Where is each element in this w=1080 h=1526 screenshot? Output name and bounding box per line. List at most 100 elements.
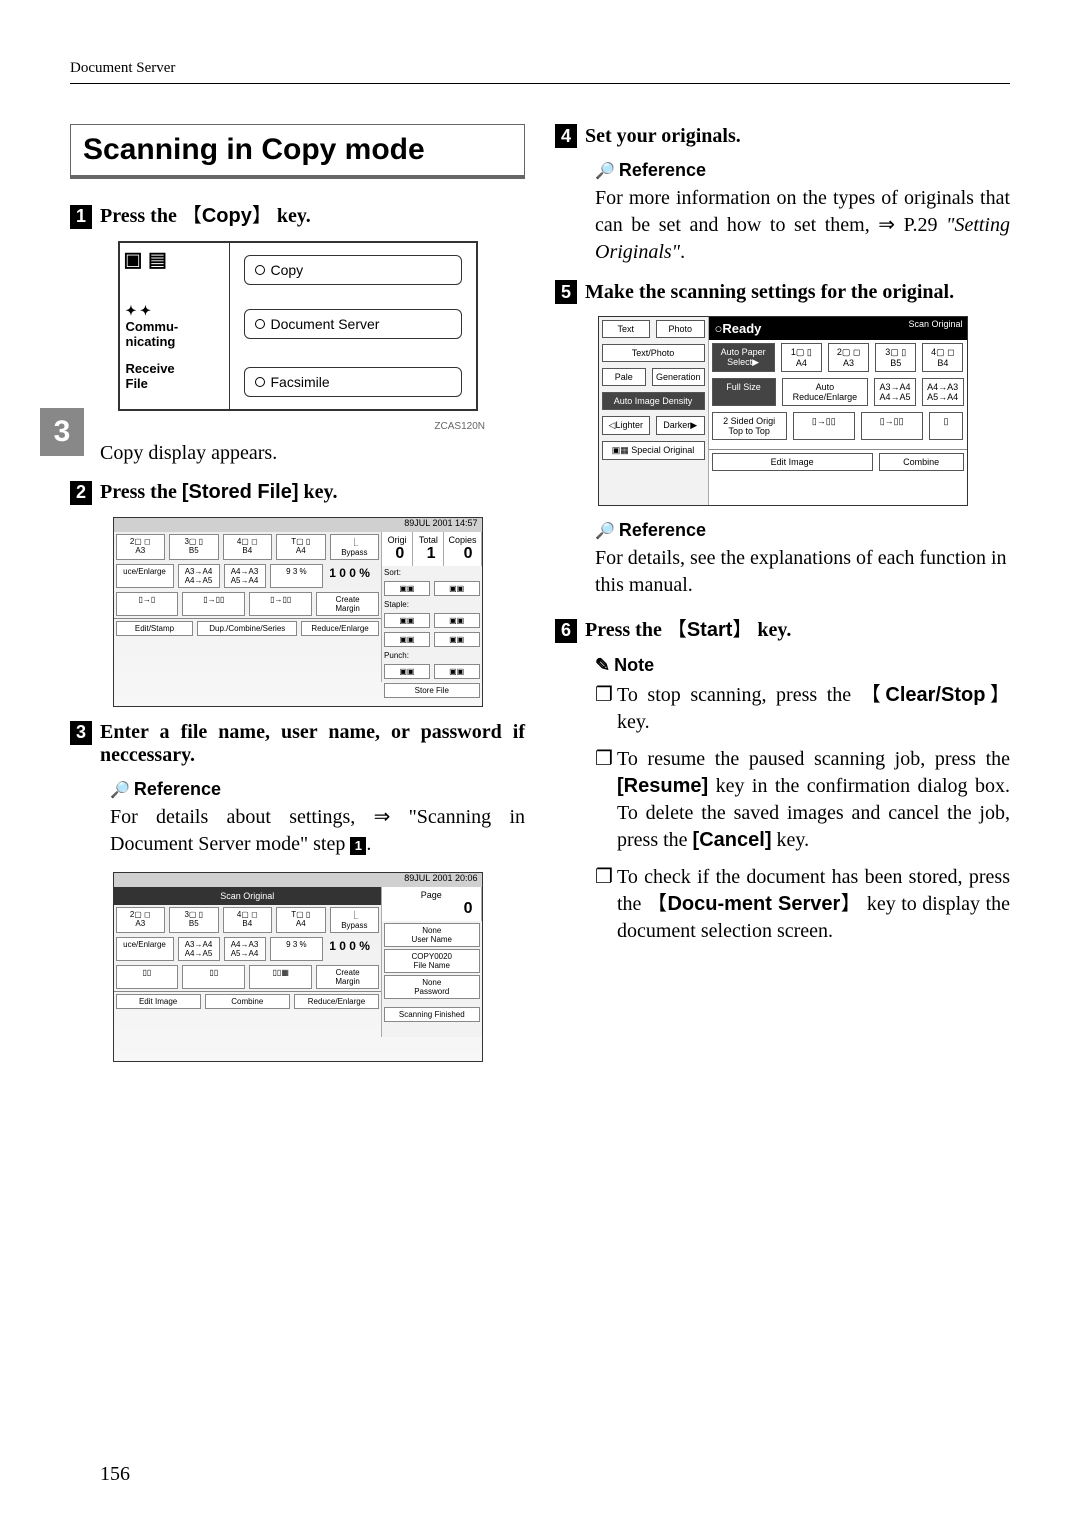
reference-4-head: Reference (595, 160, 1010, 181)
copy-mode-label: Copy (271, 262, 304, 278)
start-key-label: Start (667, 619, 753, 641)
s2-uce: uce/Enlarge (116, 937, 174, 961)
note-item-1: To stop scanning, press the Clear/Stop k… (595, 682, 1010, 736)
step-1-badge: 1 (70, 205, 92, 229)
clear-stop-key-label: Clear/Stop (861, 684, 1010, 706)
s5-darker: Darker (663, 420, 690, 430)
content-columns: Scanning in Copy mode 1 Press the Copy k… (70, 124, 1010, 1076)
note-list: To stop scanning, press the Clear/Stop k… (595, 682, 1010, 945)
step-1: 1 Press the Copy key. (70, 199, 525, 229)
right-column: 4 Set your originals. Reference For more… (555, 124, 1010, 1076)
running-header: Document Server (70, 60, 1010, 77)
s2-scanorig: Scan Original (114, 887, 382, 905)
reference-5-body: For details, see the explanations of eac… (595, 545, 1010, 599)
stored-file-key-label: Stored File (182, 481, 299, 503)
scan-settings-screen: Text Photo Text/Photo Pale Generation Au… (598, 316, 968, 506)
s2-filename: File Name (414, 961, 450, 970)
facsimile-mode-label: Facsimile (271, 374, 330, 390)
s1-dup: Dup./Combine/Series (197, 621, 297, 636)
step-3-text: Enter a file name, user name, or passwor… (100, 721, 525, 767)
s1-reduce: Reduce/Enlarge (301, 621, 379, 636)
step-2-badge: 2 (70, 481, 92, 505)
s5-pale: Pale (602, 368, 646, 386)
docserver-mode-button[interactable]: Document Server (244, 309, 462, 339)
reference-3-body: For details about settings, ⇒ "Scanning … (110, 804, 525, 858)
section-index-tab: 3 (40, 408, 84, 456)
step-6-suffix: key. (752, 619, 791, 641)
copy-mode-button[interactable]: Copy (244, 255, 462, 285)
s1-a3: A3 (135, 546, 145, 555)
operation-panel-figure: ▣ ▤ Copy ✦ ✦Commu- nicating Document Ser… (118, 241, 478, 411)
s2-page: Page (421, 890, 442, 900)
panel-fax-cell: Facsimile (230, 355, 476, 409)
s5-a4a: A4 (796, 358, 807, 368)
docserver-mode-label: Document Server (271, 316, 380, 332)
s1-uce: uce/Enlarge (116, 564, 174, 588)
cancel-key-label: Cancel (693, 829, 772, 851)
figure-caption: ZCAS120N (70, 421, 485, 432)
s2-username: User Name (412, 935, 452, 944)
s1-total: Total (419, 535, 438, 545)
s5-text: Text (602, 320, 651, 338)
s5-lighter: Lighter (615, 420, 643, 430)
reference-5: Reference For details, see the explanati… (595, 520, 1010, 599)
step-4: 4 Set your originals. (555, 124, 1010, 148)
copy-screen-figure-1: 89JUL 2001 14:57 2▢ ◻A3 3▢ ▯B5 4▢ ◻B4 T▢… (113, 517, 483, 707)
copy-display-text: Copy display appears. (100, 442, 525, 465)
note-item-2: To resume the paused scanning job, press… (595, 746, 1010, 854)
screen1-timebar: 89JUL 2001 14:57 (114, 518, 482, 532)
step-3: 3 Enter a file name, user name, or passw… (70, 721, 525, 768)
s2-b5: B5 (189, 919, 199, 928)
document-server-key-label: Docu-ment Server (647, 893, 861, 915)
s5-autopaper: Auto Paper Select▶ (712, 343, 775, 372)
s2-a4a3: A4→A3 A5→A4 (224, 937, 266, 961)
section-title: Scanning in Copy mode (70, 124, 525, 179)
step-6: 6 Press the Start key. (555, 613, 1010, 643)
step-3-badge: 3 (70, 721, 92, 745)
s2-edit: Edit Image (116, 994, 201, 1009)
screen2-timebar: 89JUL 2001 20:06 (114, 873, 482, 887)
s1-a4: A4 (296, 546, 306, 555)
s1-a3a4: A3→A4 A4→A5 (178, 564, 220, 588)
step-2: 2 Press the Stored File key. (70, 481, 525, 505)
s1-pct: 9 3 % (270, 564, 324, 588)
s5-autoimg: Auto Image Density (602, 392, 705, 410)
s2-none2: None (422, 978, 441, 987)
s5-a3a4: A3→A4 A4→A5 (874, 378, 916, 406)
s1-b5: B5 (189, 546, 199, 555)
note-item-3: To check if the document has been stored… (595, 864, 1010, 945)
step-2-text: Press the Stored File key. (100, 481, 337, 504)
s1-punch: Punch: (382, 649, 481, 662)
s2-reduce: Reduce/Enlarge (294, 994, 379, 1009)
step-1-text: Press the Copy key. (100, 199, 311, 228)
step-1-suffix: key. (272, 205, 311, 227)
communicating-indicator: ✦ ✦Commu- nicating (120, 297, 230, 355)
s1-store: Store File (384, 683, 479, 698)
s5-textphoto: Text/Photo (602, 344, 705, 362)
s5-b5: B5 (890, 358, 901, 368)
left-column: Scanning in Copy mode 1 Press the Copy k… (70, 124, 525, 1076)
s1-a4a3: A4→A3 A5→A4 (224, 564, 266, 588)
reference-4-body: For more information on the types of ori… (595, 185, 1010, 266)
s1-create: Create Margin (316, 592, 379, 616)
facsimile-mode-button[interactable]: Facsimile (244, 367, 462, 397)
panel-copy-cell: Copy (230, 243, 476, 297)
copy-key-label: Copy (182, 205, 272, 227)
s2-copy0020: COPY0020 (412, 952, 452, 961)
s2-a3a4: A3→A4 A4→A5 (178, 937, 220, 961)
s1-edit: Edit/Stamp (116, 621, 194, 636)
header-rule (70, 83, 1010, 84)
s2-scanning: Scanning Finished (384, 1007, 479, 1022)
s5-generation: Generation (652, 368, 705, 386)
page-number: 156 (100, 1463, 130, 1486)
s1-b4: B4 (242, 546, 252, 555)
step-5-text: Make the scanning settings for the origi… (585, 281, 954, 304)
ref3-step-badge: 1 (350, 837, 366, 855)
s2-b4: B4 (242, 919, 252, 928)
step-1-prefix: Press the (100, 205, 182, 227)
step-5: 5 Make the scanning settings for the ori… (555, 280, 1010, 304)
s2-a3: A3 (135, 919, 145, 928)
s5-twosided: 2 Sided Origi Top to Top (712, 412, 787, 440)
s5-scanorig: Scan Original (850, 317, 966, 340)
s1-sort: Sort: (382, 566, 481, 579)
